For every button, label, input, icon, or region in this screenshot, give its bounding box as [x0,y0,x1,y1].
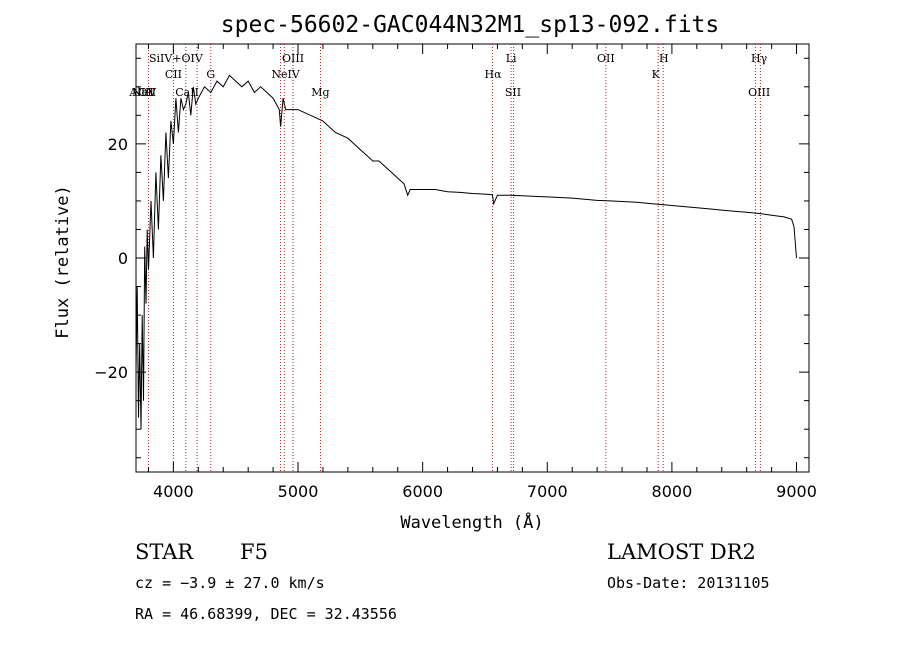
line-label: OIII [282,52,304,65]
x-tick-label: 8000 [652,482,693,501]
y-tick-label: 20 [108,135,128,154]
line-label: G [206,68,215,81]
spectrum-line [135,74,797,430]
line-label: NeV [132,86,157,99]
y-axis-label: Flux (relative) [53,185,73,339]
line-label: SiIV+OIV [149,52,204,65]
plot-border [135,43,810,473]
x-tick-label: 7000 [527,482,568,501]
axis-ticks: 4000 5000 6000 7000 8000 9000 20 0 −20 [94,44,817,501]
line-label: OII [597,52,615,65]
line-label: AlIII [128,86,154,99]
line-label: OII [138,86,156,99]
chart-title: spec-56602-GAC044N32M1_sp13-092.fits [221,12,720,38]
emission-line-markers: AlIIINeVOIISiIV+OIVCIICaIIGOIIINeIVMgLiH… [128,44,770,472]
x-tick-label: 9000 [776,482,817,501]
plot-frame [135,43,810,473]
redshift-text: cz = −3.9 ± 27.0 km/s [135,574,325,592]
x-tick-label: 6000 [402,482,443,501]
line-label: H [659,52,669,65]
obs-date-text: Obs-Date: 20131105 [607,574,770,592]
x-tick-label: 5000 [278,482,319,501]
line-label: NeIV [271,68,300,81]
line-label: Li [506,52,517,65]
line-label: OIII [748,86,770,99]
line-label: CII [165,68,182,81]
line-label: Mg [311,86,329,99]
line-label: Hγ [751,52,768,65]
coordinates-text: RA = 46.68399, DEC = 32.43556 [135,605,397,623]
x-tick-label: 4000 [153,482,194,501]
object-subclass: F5 [240,540,268,564]
y-tick-label: −20 [94,363,128,382]
line-label: Hα [485,68,503,81]
survey-name: LAMOST DR2 [607,540,756,564]
y-tick-label: 0 [118,249,128,268]
line-label: SII [505,86,521,99]
object-class: STAR [135,540,194,564]
x-axis-label: Wavelength (Å) [400,511,543,533]
spectrum-series [135,74,797,430]
line-label: K [652,68,661,81]
